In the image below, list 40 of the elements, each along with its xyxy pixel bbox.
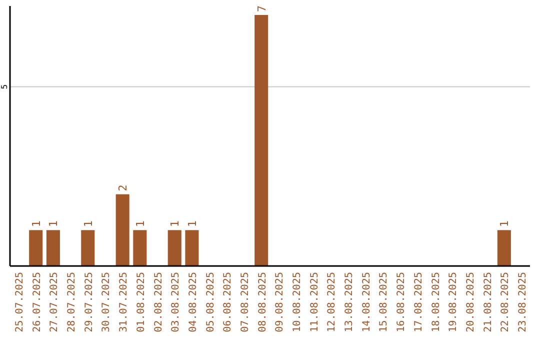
x-tick-label: 16.08.2025	[396, 272, 408, 332]
x-tick-label: 26.07.2025	[32, 272, 43, 332]
x-tick-label: 31.07.2025	[118, 272, 130, 332]
data-label: 1	[168, 220, 182, 228]
x-tick-label: 07.08.2025	[240, 272, 251, 332]
data-label: 1	[82, 220, 95, 228]
x-tick-label: 09.08.2025	[274, 272, 286, 332]
x-tick-label: 05.08.2025	[205, 272, 216, 332]
x-tick-label: 06.08.2025	[222, 272, 234, 332]
x-tick-label: 28.07.2025	[66, 272, 78, 332]
x-tick-label: 01.08.2025	[136, 272, 147, 332]
data-label: 2	[116, 184, 130, 192]
x-tick-label: 08.08.2025	[257, 272, 268, 332]
x-tick-label: 12.08.2025	[326, 272, 338, 332]
data-label: 1	[30, 220, 43, 228]
x-tick-label: 29.07.2025	[84, 272, 95, 332]
x-tick-label: 25.07.2025	[14, 272, 26, 332]
data-label: 1	[186, 220, 199, 228]
data-label: 1	[498, 220, 512, 228]
x-tick-label: 20.08.2025	[465, 272, 476, 332]
x-tick-label: 03.08.2025	[170, 272, 182, 332]
x-tick-label: 22.08.2025	[500, 272, 512, 332]
x-tick-label: 02.08.2025	[153, 272, 164, 332]
data-label: 7	[255, 5, 268, 12]
x-tick-label: 15.08.2025	[378, 272, 390, 332]
x-tick-label: 18.08.2025	[430, 272, 442, 332]
x-tick-label: 11.08.2025	[309, 272, 320, 332]
data-label: 1	[134, 220, 147, 228]
x-tick-label: 21.08.2025	[482, 272, 494, 332]
x-tick-label: 23.08.2025	[518, 272, 528, 332]
x-tick-label: 10.08.2025	[292, 272, 304, 332]
x-tick-label: 04.08.2025	[188, 272, 199, 332]
data-label: 1	[47, 220, 60, 228]
x-tick-label: 14.08.2025	[361, 272, 372, 332]
x-tick-label: 27.07.2025	[49, 272, 60, 332]
x-tick-label: 19.08.2025	[448, 272, 460, 332]
x-tick-label: 30.07.2025	[101, 272, 112, 332]
x-tick-label: 17.08.2025	[413, 272, 424, 332]
y-tick-label: 5	[0, 84, 9, 90]
x-tick-label: 13.08.2025	[344, 272, 356, 332]
